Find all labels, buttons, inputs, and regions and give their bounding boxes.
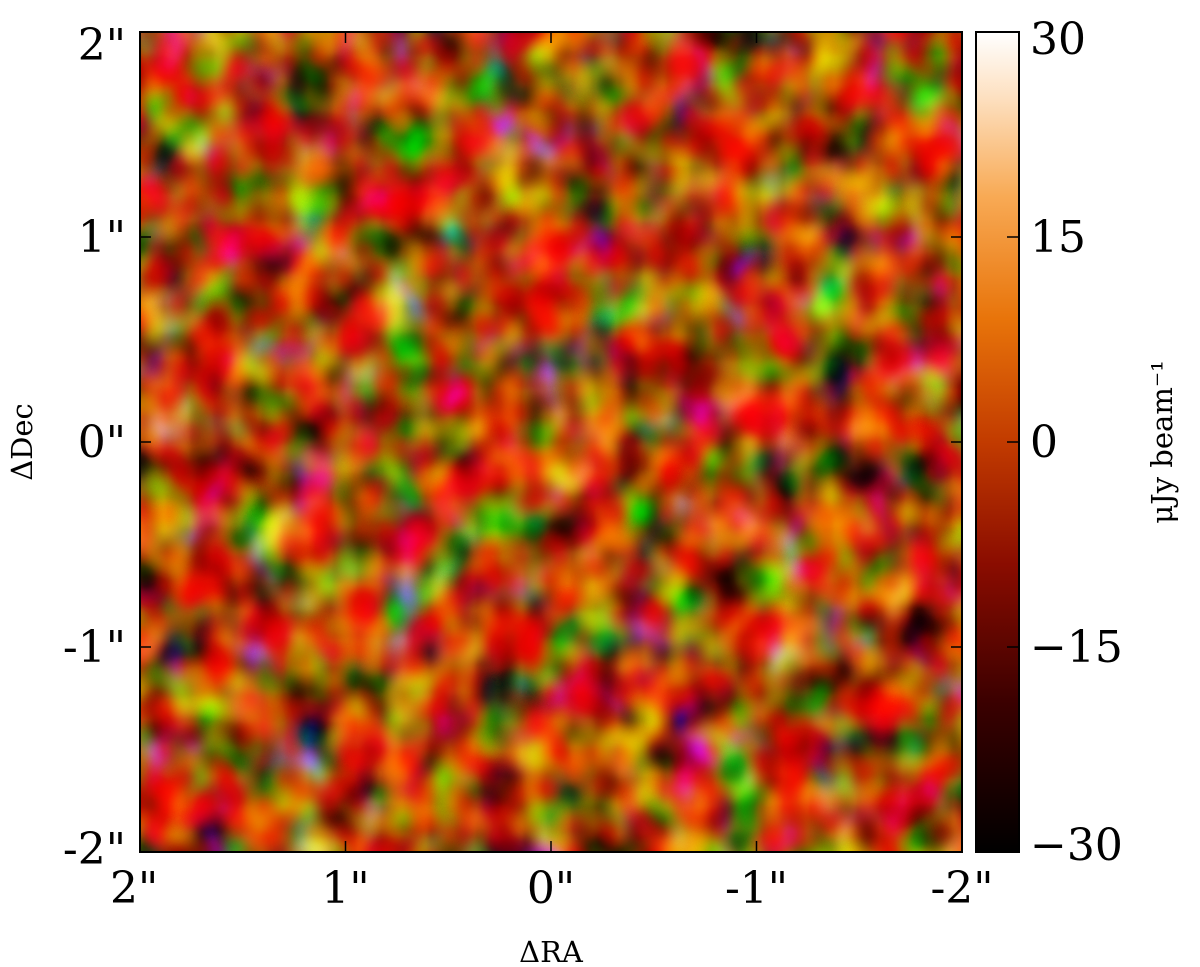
image-panel	[139, 31, 963, 853]
colorbar-tick-label: −30	[1030, 820, 1123, 871]
colorbar-tick-label: 0	[1030, 417, 1058, 468]
colorbar-label: μJy beam⁻¹	[1145, 360, 1179, 524]
x-tick-label: -2"	[930, 863, 993, 914]
colorbar-tick-label: −15	[1030, 622, 1123, 673]
colorbar-tick-label: 15	[1030, 212, 1086, 263]
x-tick-label: 0"	[527, 863, 575, 914]
y-tick-label: 2"	[78, 20, 126, 71]
y-tick-label: 1"	[78, 212, 126, 263]
y-tick-label: 0"	[78, 417, 126, 468]
colorbar: 30 15 0 −15 −30 μJy beam⁻¹	[975, 14, 1179, 871]
y-axis-title: ΔDec	[5, 403, 39, 481]
x-tick-label: 1"	[321, 863, 369, 914]
x-tick-label: 2"	[110, 863, 158, 914]
y-tick-label: -2"	[63, 824, 126, 875]
colorbar-ticks: 30 15 0 −15 −30	[1007, 14, 1123, 871]
y-axis-ticks: 2" 1" 0" -1" -2"	[63, 20, 962, 875]
x-axis-ticks: 2" 1" 0" -1" -2"	[110, 32, 994, 914]
y-tick-label: -1"	[63, 622, 126, 673]
colorbar-tick-label: 30	[1030, 14, 1086, 65]
noise-map	[140, 32, 962, 852]
x-tick-label: -1"	[725, 863, 788, 914]
x-axis-title: ΔRA	[519, 935, 584, 967]
